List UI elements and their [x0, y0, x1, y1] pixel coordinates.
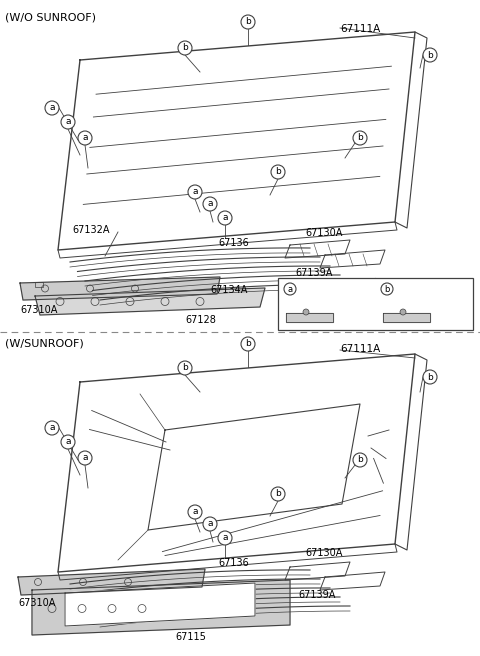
- Text: 67310A: 67310A: [20, 305, 58, 315]
- Text: a: a: [222, 213, 228, 222]
- Circle shape: [78, 131, 92, 145]
- Circle shape: [400, 309, 406, 315]
- Polygon shape: [286, 313, 333, 322]
- Circle shape: [178, 41, 192, 55]
- Polygon shape: [20, 277, 220, 300]
- Text: a: a: [49, 104, 55, 112]
- Circle shape: [271, 487, 285, 501]
- Circle shape: [284, 283, 296, 295]
- Text: 67136: 67136: [218, 558, 249, 568]
- Text: 67111A: 67111A: [340, 24, 380, 34]
- Text: 67134A: 67134A: [210, 285, 247, 295]
- Text: 67139A: 67139A: [298, 590, 336, 600]
- Circle shape: [203, 517, 217, 531]
- Polygon shape: [35, 288, 265, 315]
- Text: a: a: [207, 199, 213, 209]
- Circle shape: [78, 451, 92, 465]
- Text: a: a: [288, 285, 293, 293]
- Circle shape: [188, 185, 202, 199]
- FancyBboxPatch shape: [278, 278, 473, 330]
- Text: b: b: [182, 363, 188, 373]
- Text: b: b: [357, 455, 363, 464]
- Text: a: a: [49, 424, 55, 432]
- Text: (W/SUNROOF): (W/SUNROOF): [5, 338, 84, 348]
- Text: 67111A: 67111A: [340, 344, 380, 354]
- Circle shape: [45, 101, 59, 115]
- Circle shape: [423, 48, 437, 62]
- Circle shape: [271, 165, 285, 179]
- Circle shape: [45, 421, 59, 435]
- Text: a: a: [82, 453, 88, 462]
- Circle shape: [61, 115, 75, 129]
- Circle shape: [353, 131, 367, 145]
- Text: 67310A: 67310A: [18, 598, 55, 608]
- Text: b: b: [245, 340, 251, 348]
- Text: a: a: [65, 117, 71, 127]
- Text: b: b: [427, 51, 433, 60]
- Circle shape: [381, 283, 393, 295]
- Circle shape: [178, 361, 192, 375]
- Text: b: b: [245, 18, 251, 26]
- Circle shape: [353, 453, 367, 467]
- Circle shape: [218, 211, 232, 225]
- Text: b: b: [384, 285, 390, 293]
- Text: a: a: [192, 188, 198, 197]
- Circle shape: [218, 531, 232, 545]
- Text: 67136: 67136: [218, 238, 249, 248]
- Text: a: a: [222, 533, 228, 543]
- Text: b: b: [427, 373, 433, 382]
- Text: a: a: [207, 520, 213, 529]
- Text: 67132A: 67132A: [72, 225, 109, 235]
- Circle shape: [203, 197, 217, 211]
- Polygon shape: [32, 580, 290, 635]
- Circle shape: [423, 370, 437, 384]
- Polygon shape: [18, 569, 205, 595]
- Polygon shape: [383, 313, 430, 322]
- Text: a: a: [65, 438, 71, 447]
- Text: 67130A: 67130A: [305, 548, 342, 558]
- Text: b: b: [357, 134, 363, 142]
- Text: b: b: [275, 167, 281, 176]
- Text: 67115: 67115: [175, 632, 206, 642]
- Text: 67113A: 67113A: [298, 285, 336, 295]
- Circle shape: [241, 337, 255, 351]
- Circle shape: [188, 505, 202, 519]
- Text: a: a: [82, 134, 88, 142]
- Text: 67139A: 67139A: [295, 268, 332, 278]
- Text: 67128: 67128: [185, 315, 216, 325]
- Text: (W/O SUNROOF): (W/O SUNROOF): [5, 12, 96, 22]
- Polygon shape: [65, 583, 255, 626]
- Text: 67130A: 67130A: [305, 228, 342, 238]
- Circle shape: [61, 435, 75, 449]
- Text: a: a: [192, 508, 198, 516]
- Bar: [35, 282, 43, 287]
- Text: b: b: [275, 489, 281, 499]
- Text: 67117A: 67117A: [395, 285, 432, 295]
- Circle shape: [241, 15, 255, 29]
- Circle shape: [303, 309, 309, 315]
- Text: b: b: [182, 43, 188, 52]
